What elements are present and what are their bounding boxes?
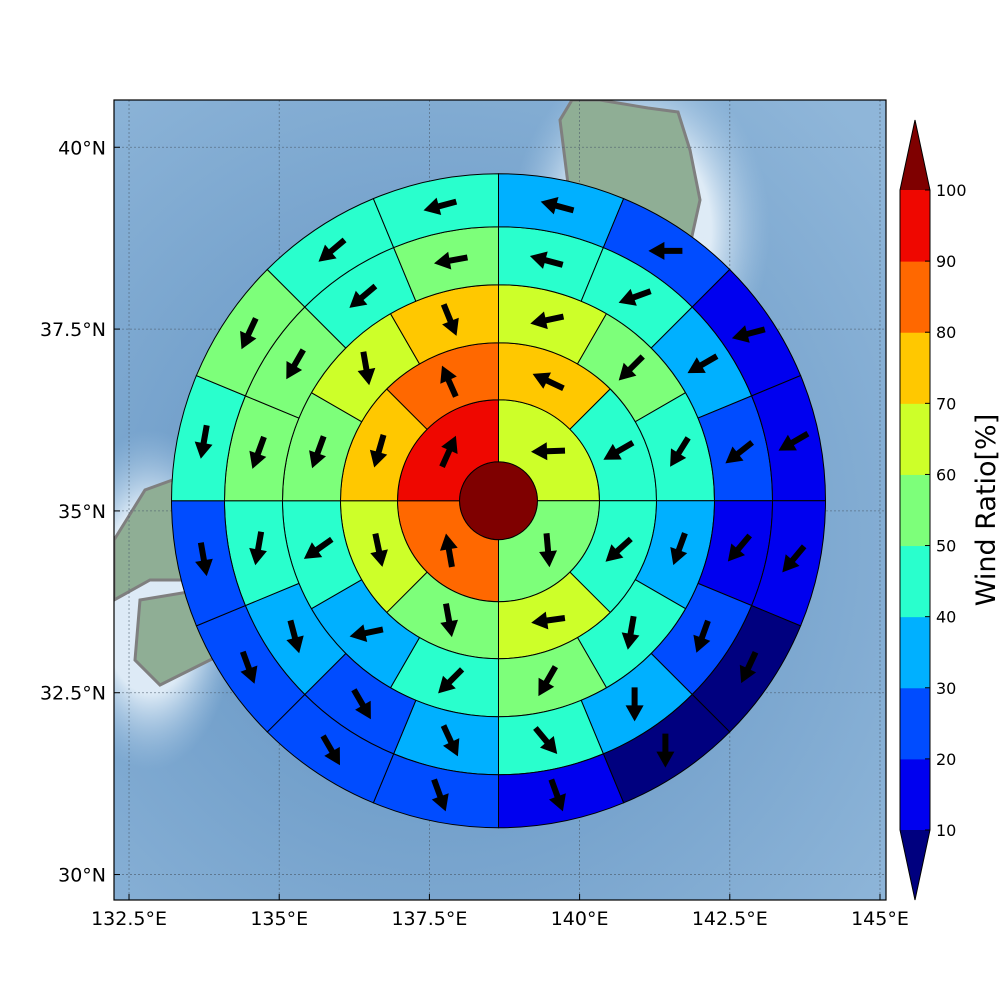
wind-arrow-r4-s1 (618, 288, 652, 306)
colorbar-band-7 (900, 261, 930, 333)
wind-arrow-r3-s3 (670, 532, 688, 566)
wind-arrow-r4-s8 (440, 724, 460, 757)
wind-arrow-r4-s4 (727, 533, 752, 562)
map-frame (113, 99, 887, 901)
wind-arrow-r4-s12 (249, 435, 267, 469)
wind-arrow-r3-s11 (440, 303, 459, 336)
y-tick-label-0: 30°N (58, 865, 106, 887)
wind-arrow-r4-s2 (687, 353, 719, 374)
x-tick-label-0: 132.5°E (91, 908, 167, 930)
wind-arrow-r5-s0 (540, 197, 575, 215)
colorbar-tick-label-3: 40 (936, 608, 956, 627)
wind-arrow-r4-s0 (529, 251, 564, 269)
wind-arrow-r4-s10 (286, 619, 304, 654)
wind-arrow-r3-s5 (538, 665, 558, 697)
colorbar-band-3 (900, 545, 930, 618)
wind-arrow-r4-s11 (249, 531, 267, 566)
y-axis-ticks: 30°N 32.5°N 35°N 37.5°N 40°N (40, 137, 120, 887)
wind-arrow-r2-s1 (603, 440, 635, 460)
y-tick-label-1: 32.5°N (40, 683, 106, 705)
wind-arrow-r3-s7 (349, 624, 384, 642)
wind-arrow-r2-s4 (440, 603, 458, 638)
wind-arrow-r3-s9 (309, 435, 327, 469)
y-tick-label-4: 40°N (58, 137, 106, 159)
wind-arrow-r1-s2 (440, 533, 458, 568)
wind-arrow-r5-s3 (778, 431, 810, 451)
colorbar-band-2 (900, 616, 930, 689)
colorbar: 10 20 30 40 50 60 70 80 90 100 Wind Ratio[%] (899, 119, 1000, 901)
wind-arrow-r5-s10 (240, 650, 258, 684)
colorbar-tick-label-5: 60 (936, 465, 956, 484)
x-tick-label-5: 145°E (851, 908, 909, 930)
x-tick-label-1: 135°E (250, 908, 308, 930)
colorbar-tick-label-4: 50 (936, 537, 956, 556)
colorbar-title: Wind Ratio[%] (971, 414, 1000, 606)
wind-arrow-r5-s14 (318, 237, 347, 262)
wind-arrow-r4-s14 (349, 283, 378, 308)
colorbar-band-4 (900, 474, 930, 547)
wind-arrow-r3-s2 (670, 436, 691, 467)
wind-arrow-r2-s0 (532, 372, 565, 391)
wind-arrow-r2-s6 (369, 434, 388, 468)
wind-arrow-r3-s6 (438, 667, 465, 694)
wind-arrow-r5-s7 (548, 778, 566, 812)
wind-arrow-r4-s13 (286, 348, 306, 380)
colorbar-band-1 (900, 687, 930, 760)
y-tick-label-3: 37.5°N (40, 319, 106, 341)
y-tick-label-2: 35°N (58, 501, 106, 523)
wind-arrow-r4-s7 (533, 726, 558, 754)
wind-arrow-r3-s10 (357, 351, 376, 386)
x-tick-label-3: 140°E (551, 908, 609, 930)
wind-arrow-r4-s9 (351, 688, 371, 720)
wind-arrow-r5-s1 (648, 241, 683, 260)
wind-arrow-r2-s3 (531, 611, 566, 630)
colorbar-extend-top (900, 120, 930, 190)
wind-arrow-r2-s7 (440, 365, 459, 398)
wind-arrow-r5-s2 (731, 325, 766, 343)
colorbar-tick-label-0: 10 (936, 821, 956, 840)
wind-arrow-r5-s15 (423, 197, 458, 215)
colorbar-tick-label-9: 100 (936, 181, 967, 200)
x-tick-label-4: 142.5°E (692, 908, 768, 930)
colorbar-band-0 (900, 758, 930, 831)
wind-arrow-r5-s4 (782, 544, 807, 573)
colorbar-tick-label-8: 90 (936, 252, 956, 271)
colorbar-tick-label-6: 70 (936, 394, 956, 413)
wind-arrow-r5-s9 (320, 734, 340, 766)
wind-arrow-r3-s0 (530, 311, 565, 330)
wind-arrow-r5-s12 (194, 424, 213, 459)
wind-arrow-r3-s4 (621, 615, 640, 650)
wind-arrow-r5-s11 (195, 542, 213, 577)
wind-arrow-r3-s8 (303, 536, 334, 559)
wind-arrow-r4-s6 (625, 687, 644, 722)
wind-arrow-r2-s2 (605, 536, 633, 562)
x-axis-ticks: 132.5°E 135°E 137.5°E 140°E 142.5°E 145°E (91, 894, 909, 930)
colorbar-band-5 (900, 403, 930, 475)
wind-arrow-r1-s0 (531, 442, 566, 461)
colorbar-extend-bottom (900, 830, 930, 900)
x-tick-label-2: 137.5°E (391, 908, 467, 930)
wind-arrow-r5-s13 (240, 317, 259, 350)
colorbar-band-8 (900, 190, 930, 262)
wind-arrow-r1-s3 (439, 435, 458, 468)
wind-arrow-r1-s1 (539, 533, 557, 568)
colorbar-band-6 (900, 332, 930, 404)
wind-arrow-r4-s3 (725, 440, 754, 464)
colorbar-tick-label-7: 80 (936, 323, 956, 342)
sector-rings (170, 173, 826, 829)
wind-arrow-r2-s5 (370, 533, 388, 567)
wind-arrow-r5-s5 (739, 651, 759, 684)
wind-arrow-r4-s5 (693, 619, 711, 653)
wind-arrow-r3-s1 (618, 354, 645, 381)
colorbar-tick-label-1: 20 (936, 750, 956, 769)
wind-vectors (194, 197, 810, 812)
colorbar-tick-label-2: 30 (936, 679, 956, 698)
wind-arrow-r4-s15 (434, 251, 468, 270)
wind-arrow-r5-s6 (656, 733, 675, 768)
wind-arrow-r5-s8 (431, 778, 449, 812)
